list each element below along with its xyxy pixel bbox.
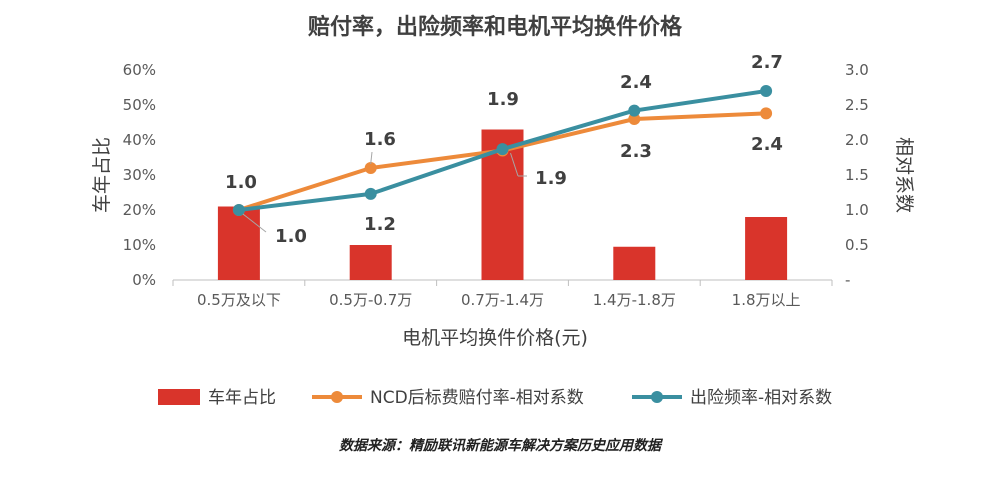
y-left-tick-label: 40% [123, 131, 156, 149]
line-series [232, 85, 773, 216]
legend-label-ncd: NCD后标费赔付率-相对系数 [370, 388, 584, 408]
x-tick-label: 1.8万以上 [732, 291, 801, 309]
ncd-data-label: 2.3 [620, 141, 652, 162]
leader-line [242, 213, 267, 233]
frequency-point [364, 187, 377, 200]
ncd-point [628, 113, 641, 125]
ncd-data-label: 1.0 [225, 172, 257, 193]
y-left-tick-label: 50% [123, 96, 156, 114]
y-right-tick-label: 2.5 [845, 96, 869, 114]
ncd-data-label: 1.6 [364, 129, 396, 150]
x-tick-label: 0.7万-1.4万 [461, 291, 544, 309]
legend: 车年占比 NCD后标费赔付率-相对系数 出险频率-相对系数 [158, 388, 832, 408]
y-right-tick-label: 0.5 [845, 236, 869, 254]
frequency-point [496, 143, 509, 156]
bar [745, 217, 788, 280]
y-left-tick-label: 20% [123, 201, 156, 219]
chart-title: 赔付率，出险频率和电机平均换件价格 [308, 14, 683, 40]
y-left-tick-label: 0% [132, 271, 156, 289]
y-right-axis-label: 相对系数 [893, 137, 915, 213]
axes: 0.5万及以下 0.5万-0.7万 0.7万-1.4万 1.4万-1.8万 1.8万以上… [123, 61, 869, 309]
ncd-data-label: 2.4 [751, 134, 783, 155]
ncd-point [364, 162, 377, 174]
legend-label-bar: 车年占比 [208, 388, 276, 408]
x-tick-label: 0.5万及以下 [197, 291, 281, 309]
y-left-tick-label: 30% [123, 166, 156, 184]
x-tick-label: 0.5万-0.7万 [329, 291, 412, 309]
leader-line [510, 152, 519, 177]
legend-marker-frequency [651, 391, 663, 403]
x-axis-label: 电机平均换件价格(元) [402, 327, 588, 349]
y-right-tick-label: - [845, 271, 850, 289]
frequency-data-label: 1.0 [275, 226, 307, 247]
y-right-tick-label: 2.0 [845, 131, 869, 149]
frequency-data-label: 1.9 [535, 168, 567, 189]
leader-line [370, 151, 373, 165]
x-tick-label: 1.4万-1.8万 [593, 291, 676, 309]
legend-marker-ncd [331, 391, 343, 403]
frequency-point [760, 85, 773, 97]
data-labels: 1.0 1.6 1.9 2.3 2.4 1.0 1.2 1.9 2.4 2.7 [225, 52, 783, 247]
frequency-data-label: 2.7 [751, 52, 783, 73]
frequency-data-label: 1.2 [364, 214, 396, 235]
ncd-data-label: 1.9 [487, 89, 519, 110]
frequency-point [232, 204, 245, 216]
bar [349, 245, 392, 280]
bar [613, 246, 656, 280]
y-left-tick-label: 10% [123, 236, 156, 254]
bar [217, 206, 260, 280]
legend-label-frequency: 出险频率-相对系数 [690, 388, 832, 408]
y-right-tick-label: 3.0 [845, 61, 869, 79]
y-right-tick-label: 1.5 [845, 166, 869, 184]
frequency-data-label: 2.4 [620, 72, 652, 93]
y-left-tick-label: 60% [123, 61, 156, 79]
source-note: 数据来源：精励联讯新能源车解决方案历史应用数据 [339, 438, 661, 454]
y-right-tick-label: 1.0 [845, 201, 869, 219]
ncd-point [760, 107, 773, 120]
y-left-axis-label: 车年占比 [91, 137, 113, 213]
legend-swatch-bar [158, 389, 200, 405]
frequency-point [628, 104, 641, 117]
